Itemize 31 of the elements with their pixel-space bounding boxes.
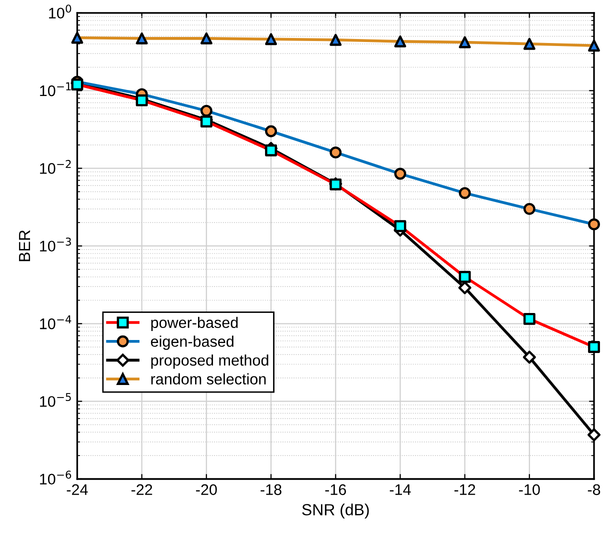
y-tick-label: 10$^{−5}$ <box>40 393 71 407</box>
y-tick-label: 10$^{−6}$ <box>40 470 72 485</box>
y-tick-label: 10$^{−2}$ <box>40 160 71 174</box>
point <box>523 38 536 50</box>
y-axis-title: BER <box>19 230 30 262</box>
x-tick-label: -18 <box>260 484 282 496</box>
legend-label: eigen-based <box>150 336 234 350</box>
legend-label: proposed method <box>151 354 268 369</box>
x-tick-label: -10 <box>519 484 540 496</box>
x-axis-title: SNR (dB) <box>302 504 369 519</box>
x-tick-label: -8 <box>588 484 600 496</box>
point <box>200 32 212 44</box>
legend-label: power-based <box>151 316 238 332</box>
x-tick-label: -16 <box>325 484 346 496</box>
point <box>330 34 342 46</box>
x-tick-label: -14 <box>390 484 411 495</box>
point <box>588 40 600 52</box>
point <box>265 33 277 46</box>
y-tick-label: 10$^{0}$ <box>49 4 72 19</box>
x-tick-label: -20 <box>196 484 217 496</box>
y-tick-label: 10$^{−3}$ <box>40 238 71 252</box>
x-tick-label: -22 <box>131 484 152 495</box>
legend-label: random selection <box>151 373 266 385</box>
x-tick-label: -24 <box>66 484 88 495</box>
point <box>394 35 406 48</box>
y-tick-label: 10$^{−1}$ <box>40 82 71 96</box>
x-tick-label: -12 <box>454 484 476 495</box>
point <box>458 36 471 48</box>
point <box>136 32 148 44</box>
point <box>71 32 84 44</box>
y-tick-label: 10$^{−4}$ <box>40 315 72 330</box>
